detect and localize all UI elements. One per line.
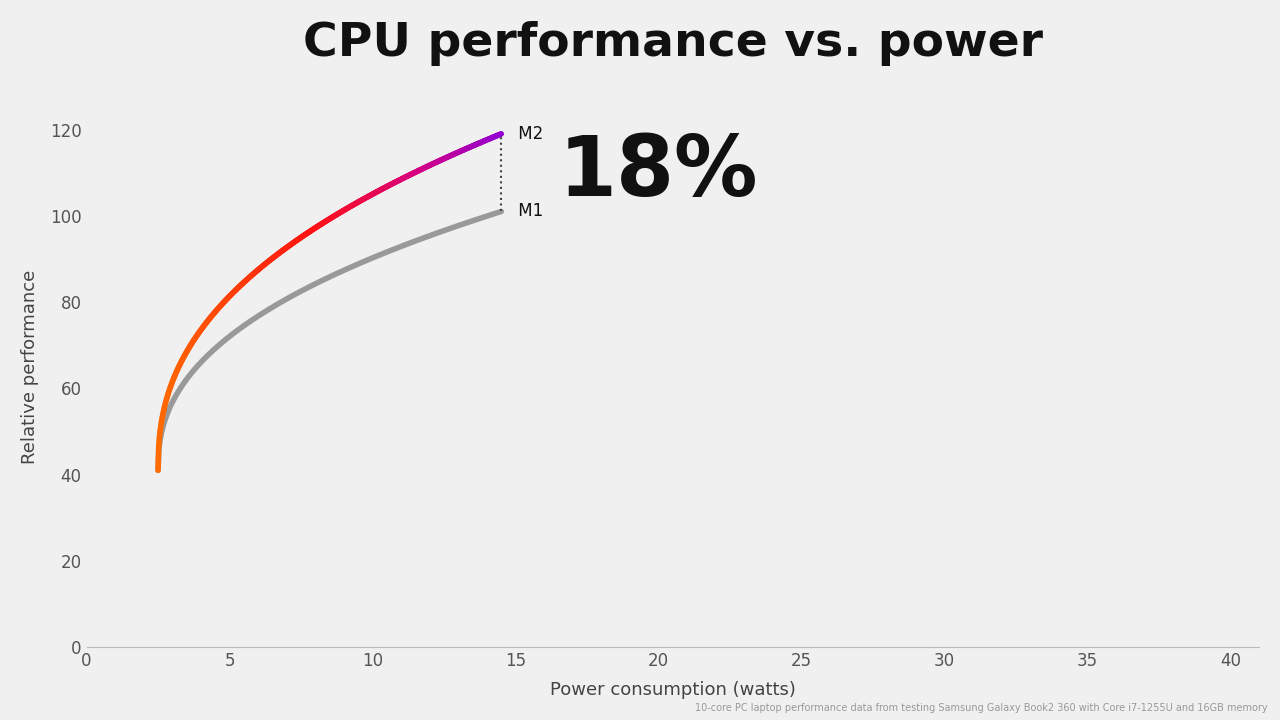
Y-axis label: Relative performance: Relative performance: [20, 270, 38, 464]
Text: 18%: 18%: [558, 132, 758, 213]
Title: CPU performance vs. power: CPU performance vs. power: [303, 21, 1043, 66]
Text: M2: M2: [513, 125, 543, 143]
Text: 10-core PC laptop performance data from testing Samsung Galaxy Book2 360 with Co: 10-core PC laptop performance data from …: [695, 703, 1267, 713]
Text: M1: M1: [513, 202, 543, 220]
X-axis label: Power consumption (watts): Power consumption (watts): [550, 681, 796, 699]
